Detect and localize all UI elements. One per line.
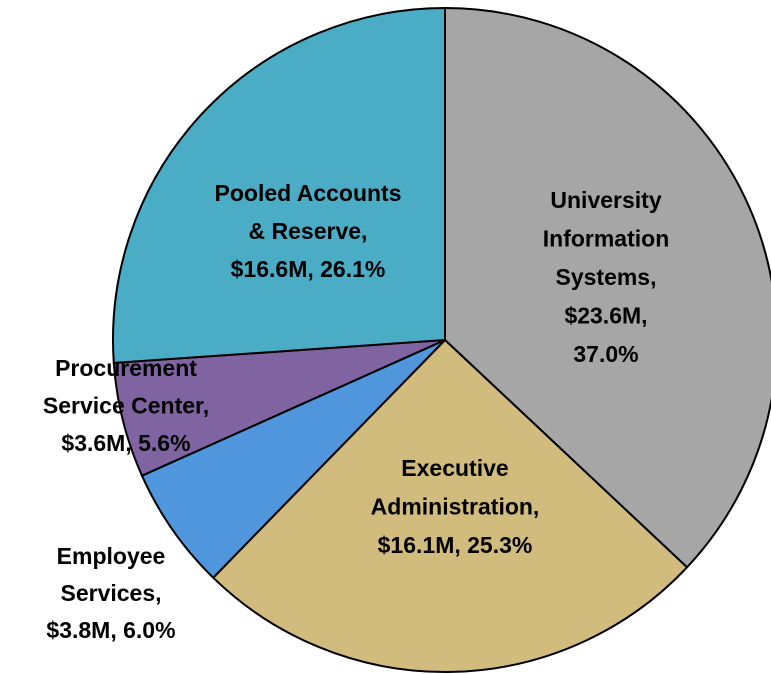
pie-slice: [444, 6, 771, 569]
slice-label: $16.1M, 25.3%: [378, 532, 533, 558]
slice-label: Administration,: [371, 494, 540, 520]
pie-slice: [112, 6, 446, 364]
slice-label: Service Center,: [43, 393, 209, 419]
slice-label: 37.0%: [573, 341, 638, 367]
slice-label: $23.6M,: [564, 303, 647, 329]
slice-label: Pooled Accounts: [215, 180, 402, 206]
slice-label: Services,: [60, 580, 161, 606]
slice-label: $16.6M, 26.1%: [231, 256, 386, 282]
pie-slice: [211, 338, 689, 674]
slice-label: $3.8M, 6.0%: [46, 617, 175, 643]
slice-label: University: [550, 187, 661, 213]
pie-slice: [140, 339, 446, 580]
slice-label: & Reserve,: [249, 218, 368, 244]
slice-label: $3.6M, 5.6%: [61, 430, 190, 456]
slice-label: Executive: [401, 455, 508, 481]
slice-label: Employee: [57, 543, 166, 569]
slice-label: Information: [543, 226, 670, 252]
slice-label: Procurement: [55, 355, 197, 381]
slice-label: Systems,: [555, 264, 656, 290]
